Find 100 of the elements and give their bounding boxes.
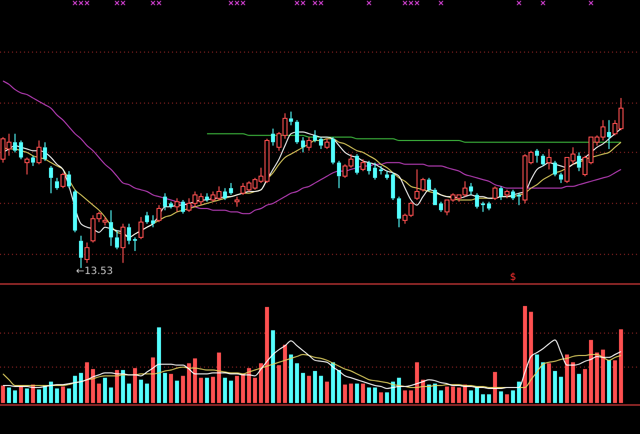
bar [277, 365, 281, 403]
bar [613, 360, 617, 403]
bar [265, 306, 269, 403]
bar [205, 378, 209, 403]
bar [235, 376, 239, 403]
bar [517, 382, 521, 403]
bar [547, 363, 551, 403]
bar [475, 386, 479, 403]
bar [37, 389, 41, 403]
bar [331, 362, 335, 403]
candlestick [79, 235, 83, 268]
bar [145, 384, 149, 403]
bar [403, 390, 407, 403]
candlestick [607, 120, 611, 150]
bar [355, 384, 359, 403]
bar [157, 327, 161, 403]
bar [529, 312, 533, 403]
bar [127, 384, 131, 403]
bar [487, 394, 491, 403]
candlestick [43, 142, 47, 162]
bar [307, 376, 311, 403]
bar [361, 384, 365, 403]
bar [349, 384, 353, 403]
bar [571, 362, 575, 403]
bar [379, 392, 383, 403]
bar [601, 350, 605, 403]
bar [445, 386, 449, 403]
candlestick [577, 152, 581, 172]
candlestick [295, 120, 299, 144]
bar [67, 388, 71, 403]
bar [115, 370, 119, 403]
bar [43, 386, 47, 403]
bar [139, 380, 143, 403]
bar [199, 378, 203, 403]
candlestick [331, 136, 335, 165]
bar [241, 374, 245, 403]
bar [193, 358, 197, 403]
bar [433, 384, 437, 403]
bar [391, 382, 395, 403]
bar [535, 354, 539, 403]
bar [373, 387, 377, 403]
bar [49, 382, 53, 403]
bar [19, 386, 23, 403]
bar [397, 378, 401, 403]
candlestick [469, 182, 473, 196]
bar [577, 374, 581, 403]
bar [259, 363, 263, 403]
candlestick [115, 230, 119, 250]
bar [223, 378, 227, 403]
bar [319, 376, 323, 403]
candlestick [397, 196, 401, 228]
bar [499, 391, 503, 403]
bar [469, 390, 473, 403]
bar [187, 363, 191, 403]
bar [25, 388, 29, 403]
candlestick [546, 148, 552, 170]
bar [301, 372, 305, 403]
bar [295, 363, 299, 403]
bar [283, 344, 287, 403]
bar [457, 387, 461, 403]
bar [163, 372, 167, 403]
bar [415, 362, 419, 403]
bar [109, 387, 113, 403]
bar [211, 376, 215, 403]
annotation: ←13.53 [76, 266, 114, 277]
bar [541, 362, 545, 403]
bar [583, 369, 587, 403]
bar [493, 372, 497, 403]
bar [247, 368, 251, 403]
bar [175, 380, 179, 403]
candlestick [13, 133, 17, 153]
bar [55, 388, 59, 403]
bar [505, 394, 509, 403]
bar [73, 376, 77, 403]
bar [289, 354, 293, 403]
bar [133, 368, 137, 403]
bar [595, 352, 599, 403]
bar [607, 360, 611, 403]
candlestick [109, 210, 113, 246]
bar [523, 306, 527, 403]
bar [7, 387, 11, 403]
bar [1, 386, 5, 403]
bar [565, 354, 569, 403]
bar [343, 384, 347, 403]
bar [91, 369, 95, 403]
bar [85, 362, 89, 403]
bar [151, 357, 155, 403]
bar [217, 352, 221, 403]
bar [619, 329, 623, 403]
bar [481, 394, 485, 403]
bar [451, 386, 455, 403]
candlestick [55, 177, 59, 190]
candlestick [229, 182, 233, 196]
bar [169, 374, 173, 403]
bar [271, 330, 275, 403]
candlestick [439, 201, 443, 212]
bar [61, 386, 65, 403]
bar [553, 370, 557, 403]
candlestick [145, 211, 149, 224]
bar [181, 376, 185, 403]
